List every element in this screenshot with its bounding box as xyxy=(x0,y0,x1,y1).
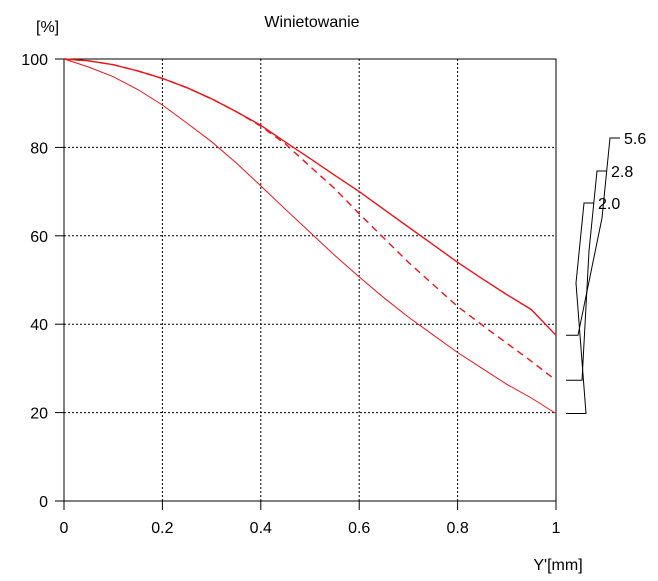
series-lines xyxy=(63,58,557,414)
y-tick-label: 20 xyxy=(30,406,48,423)
x-tick-label: 0 xyxy=(60,520,69,537)
axes xyxy=(63,58,557,502)
legend-label-2-0: 2.0 xyxy=(598,196,620,213)
x-axis-label: Y'[mm] xyxy=(533,557,582,574)
legend: 5.6 2.8 2.0 xyxy=(566,131,646,414)
x-tick-label: 0.8 xyxy=(446,520,468,537)
chart-title: Winietowanie xyxy=(264,14,359,31)
y-axis-label: [%] xyxy=(36,19,59,36)
legend-label-5-6: 5.6 xyxy=(624,131,646,148)
y-tick-label: 100 xyxy=(21,52,48,69)
x-tick-label: 0.2 xyxy=(151,520,173,537)
series-line-2-0 xyxy=(63,58,557,414)
y-tick-label: 80 xyxy=(30,140,48,157)
legend-leader-5-6 xyxy=(566,137,620,336)
legend-leader-2-8 xyxy=(566,170,607,381)
plot-frame xyxy=(63,58,557,502)
grid xyxy=(64,59,556,501)
x-tick-label: 0.6 xyxy=(348,520,370,537)
y-tick-label: 60 xyxy=(30,229,48,246)
y-tick-label: 0 xyxy=(39,494,48,511)
series-line-2-8 xyxy=(63,58,557,381)
y-tick-label: 40 xyxy=(30,317,48,334)
series-line-5-6 xyxy=(63,58,557,336)
x-tick-label: 1 xyxy=(552,520,561,537)
tick-labels: 0 0.2 0.4 0.6 0.8 1 0 20 40 60 80 100 xyxy=(21,52,560,537)
x-tick-label: 0.4 xyxy=(250,520,272,537)
legend-leader-2-0 xyxy=(566,202,594,414)
legend-label-2-8: 2.8 xyxy=(611,164,633,181)
